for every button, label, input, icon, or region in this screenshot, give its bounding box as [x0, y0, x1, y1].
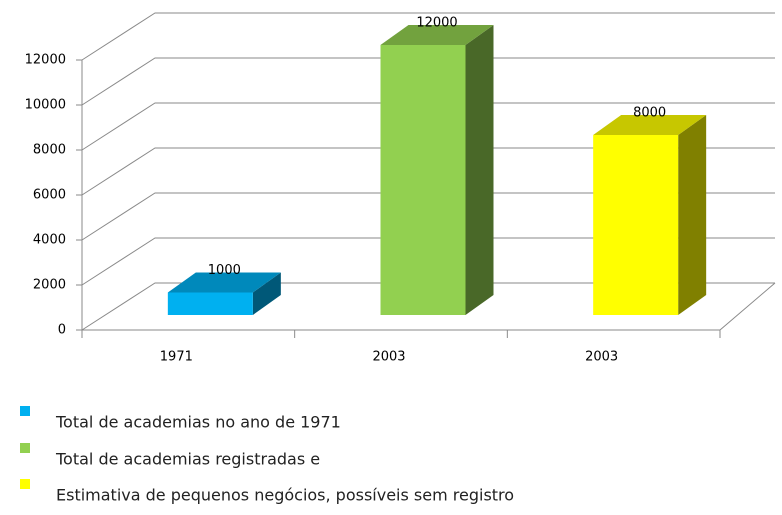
grid-line	[81, 12, 775, 61]
x-tick-label: 2003	[372, 350, 405, 365]
bar-front	[167, 292, 253, 315]
grid-line	[81, 237, 775, 286]
leg legend-label: Total de academias registradas e	[55, 450, 320, 469]
y-tick-label: 8000	[33, 143, 66, 158]
bar-side	[465, 25, 494, 315]
grid-line	[81, 192, 775, 241]
value-label: 8000	[633, 106, 666, 121]
x-tick-label: 1971	[160, 350, 193, 365]
y-tick-label: 6000	[33, 188, 66, 203]
grid-line	[81, 102, 775, 151]
y-tick-label: 4000	[33, 233, 66, 248]
x-tick-label: 2003	[585, 350, 618, 365]
bar-side	[252, 272, 281, 315]
bar	[593, 115, 707, 315]
value-label: 1000	[208, 263, 241, 278]
bar-top	[593, 115, 707, 135]
legend-swatch	[20, 443, 30, 453]
grid-line	[81, 57, 775, 106]
legend-swatch	[20, 406, 30, 416]
bar-top	[167, 272, 281, 293]
legend-swatch	[20, 479, 30, 489]
value-label: 12000	[416, 16, 457, 31]
bar-front	[380, 45, 466, 315]
grid-line	[81, 147, 775, 196]
y-tick-label: 10000	[25, 98, 66, 113]
y-tick-label: 12000	[25, 53, 66, 68]
bar-side	[678, 115, 707, 315]
leg legend-label: Total de academias no ano de 1971	[55, 413, 341, 432]
y-tick-label: 2000	[33, 278, 66, 293]
bar-top	[380, 25, 494, 45]
bar	[380, 25, 494, 315]
leg legend-label: Estimativa de pequenos negócios, possíve…	[56, 486, 514, 505]
grid-line	[81, 282, 775, 331]
bar	[167, 272, 281, 315]
y-tick-label: 0	[58, 323, 66, 338]
bar-front	[593, 135, 679, 315]
